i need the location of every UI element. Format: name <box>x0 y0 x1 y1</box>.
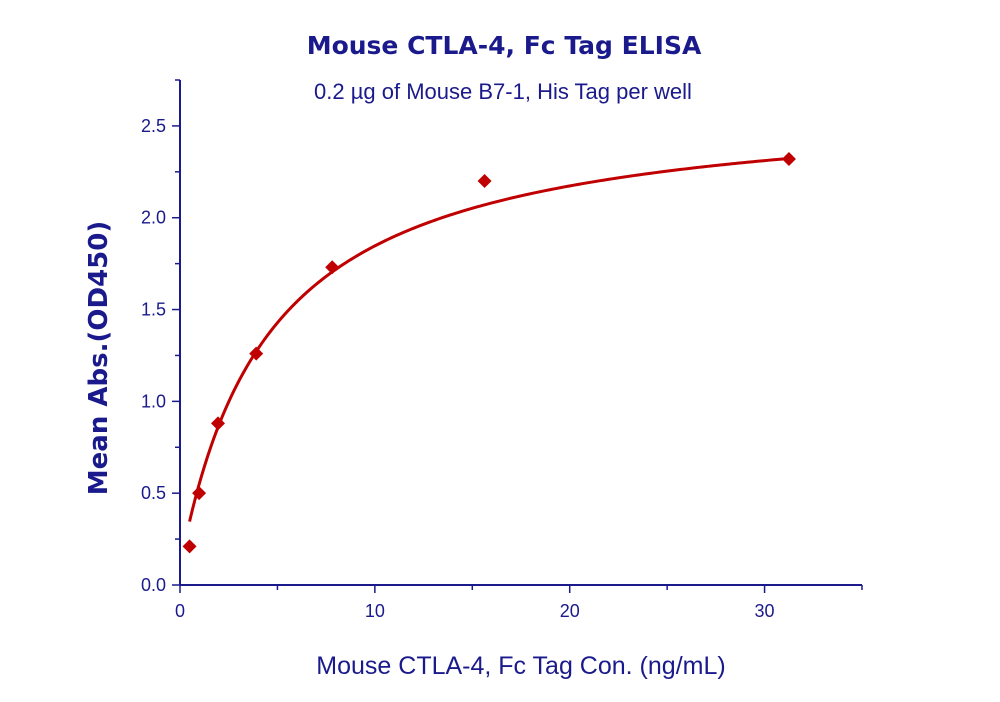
y-axis-label: Mean Abs.(OD450) <box>84 221 114 495</box>
data-points <box>182 151 796 554</box>
data-point <box>192 486 207 501</box>
x-tick-label: 20 <box>560 601 580 621</box>
data-point <box>182 539 197 554</box>
data-point <box>325 260 340 275</box>
chart-title: Mouse CTLA-4, Fc Tag ELISA <box>307 31 702 60</box>
y-tick-label: 1.5 <box>141 300 166 320</box>
y-tick-label: 0.0 <box>141 575 166 595</box>
fit-curve <box>188 156 790 522</box>
y-tick-label: 0.5 <box>141 483 166 503</box>
x-axis-label: Mouse CTLA-4, Fc Tag Con. (ng/mL) <box>316 652 725 680</box>
chart-annotation: 0.2 µg of Mouse B7-1, His Tag per well <box>314 79 692 104</box>
x-tick-label: 0 <box>175 601 185 621</box>
x-tick-label: 10 <box>365 601 385 621</box>
data-point <box>477 174 492 188</box>
x-axis-ticks: 0 10 20 30 <box>175 585 863 621</box>
x-tick-label: 30 <box>755 601 775 621</box>
y-tick-label: 1.0 <box>141 391 166 411</box>
data-point <box>781 151 796 166</box>
data-point <box>210 416 225 431</box>
data-point <box>249 346 264 361</box>
y-axis-ticks: 0.0 0.5 1.0 1.5 2.0 2.5 <box>141 79 180 595</box>
y-tick-label: 2.5 <box>141 116 166 136</box>
y-tick-label: 2.0 <box>141 208 166 228</box>
